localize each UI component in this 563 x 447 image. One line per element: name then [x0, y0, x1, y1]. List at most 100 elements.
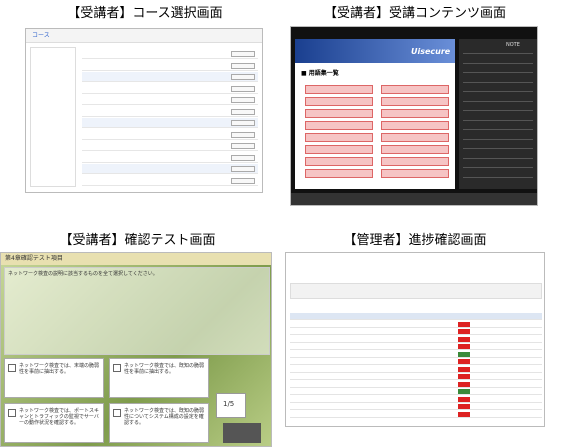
status-badge: [458, 336, 470, 342]
course-button: [231, 154, 255, 161]
option-box: [4, 358, 104, 398]
sidebar: [30, 47, 76, 187]
table-row: [290, 320, 542, 328]
status-badge: [458, 366, 470, 372]
heading: ■ 用語集一覧: [301, 70, 339, 77]
table-row: [290, 328, 542, 335]
course-row: [82, 118, 258, 128]
course-button: [231, 62, 255, 69]
question: ネットワーク検査の説明に該当するものを全て選択してください。: [8, 271, 158, 277]
course-button: [231, 85, 255, 92]
status-badge: [458, 411, 470, 417]
table-row: [290, 388, 542, 395]
term-button: [381, 121, 449, 130]
test-header-bar: [1, 253, 271, 265]
term-button: [381, 145, 449, 154]
checkbox: [8, 409, 16, 417]
status-badge: [458, 396, 470, 402]
course-row: [82, 72, 258, 82]
term-button: [381, 85, 449, 94]
course-screen: コース: [25, 28, 263, 193]
status-badge: [458, 329, 470, 334]
course-button: [231, 143, 255, 149]
course-row: [82, 129, 258, 140]
header: コース: [32, 32, 50, 39]
term-button: [381, 157, 449, 166]
course-row: [82, 95, 258, 105]
caption: 【受講者】確認テスト画面: [59, 233, 216, 248]
checkbox: [113, 364, 121, 372]
course-button: [231, 166, 255, 172]
term-button: [305, 85, 373, 94]
table-row: [290, 410, 542, 418]
tab: NOTE: [506, 42, 520, 48]
option-text: ネットワーク検査では、末端の脆弱性を事前に抽出する。: [19, 363, 100, 375]
menu-item: [463, 110, 533, 111]
logo: Uisecure: [411, 47, 451, 56]
menu-item: [463, 119, 533, 121]
table-row: [290, 343, 542, 350]
menu-item: [463, 129, 533, 130]
admin-screen: [285, 252, 545, 427]
content-screen: Uisecure ■ 用語集一覧 NOTE: [290, 26, 538, 206]
menu-item: [463, 81, 533, 83]
course-row: [82, 175, 258, 186]
nav-buttons[interactable]: [223, 423, 261, 443]
table-row: [290, 358, 542, 365]
status-badge: [458, 344, 470, 349]
term-button: [381, 109, 449, 118]
caption: 【受講者】コース選択画面: [67, 6, 223, 21]
course-row: [82, 106, 258, 117]
table-row: [290, 335, 542, 343]
term-button: [305, 97, 373, 106]
course-button: [231, 108, 255, 115]
test-header: 第4章確認テスト項目: [5, 255, 63, 262]
checkbox: [8, 364, 16, 372]
term-button: [305, 145, 373, 154]
term-button: [381, 169, 449, 178]
course-button: [231, 177, 255, 184]
option-box: [4, 403, 104, 443]
table-row: [290, 373, 542, 380]
table-row: [290, 350, 542, 358]
status-badge: [458, 381, 470, 387]
course-button: [231, 51, 255, 57]
option-text: ネットワーク検査では、既知の脆弱性を事前に抽出する。: [124, 363, 205, 375]
course-button: [231, 131, 255, 138]
test-screen: 第4章確認テスト項目 ネットワーク検査の説明に該当するものを全て選択してください…: [0, 252, 272, 447]
question-box: [4, 267, 270, 355]
term-button: [305, 169, 373, 178]
menu-item: [463, 176, 533, 178]
caption: 【受講者】受講コンテンツ画面: [323, 6, 506, 21]
menu-item: [463, 53, 533, 54]
course-row: [82, 60, 258, 71]
player-bar: [291, 193, 537, 205]
slide-banner: [295, 39, 455, 63]
counter-box: [216, 393, 246, 418]
filter: [290, 283, 542, 299]
status-badge: [458, 321, 470, 327]
menu-item: [463, 91, 533, 92]
menu-item: [463, 157, 533, 159]
menu-item: [463, 100, 533, 102]
table-row: [290, 403, 542, 410]
course-row: [82, 49, 258, 59]
term-button: [305, 157, 373, 166]
course-row: [82, 141, 258, 151]
term-button: [305, 133, 373, 142]
course-row: [82, 83, 258, 94]
menu-item: [463, 148, 533, 149]
term-button: [381, 97, 449, 106]
status-badge: [458, 359, 470, 364]
course-button: [231, 97, 255, 103]
table-row: [290, 395, 542, 403]
term-button: [305, 121, 373, 130]
table-row: [290, 380, 542, 388]
term-button: [305, 109, 373, 118]
course-button: [231, 74, 255, 80]
menu-item: [463, 62, 533, 64]
table-row: [290, 313, 542, 320]
menu-item: [463, 138, 533, 140]
status-badge: [458, 389, 470, 394]
menu-item: [463, 72, 533, 73]
